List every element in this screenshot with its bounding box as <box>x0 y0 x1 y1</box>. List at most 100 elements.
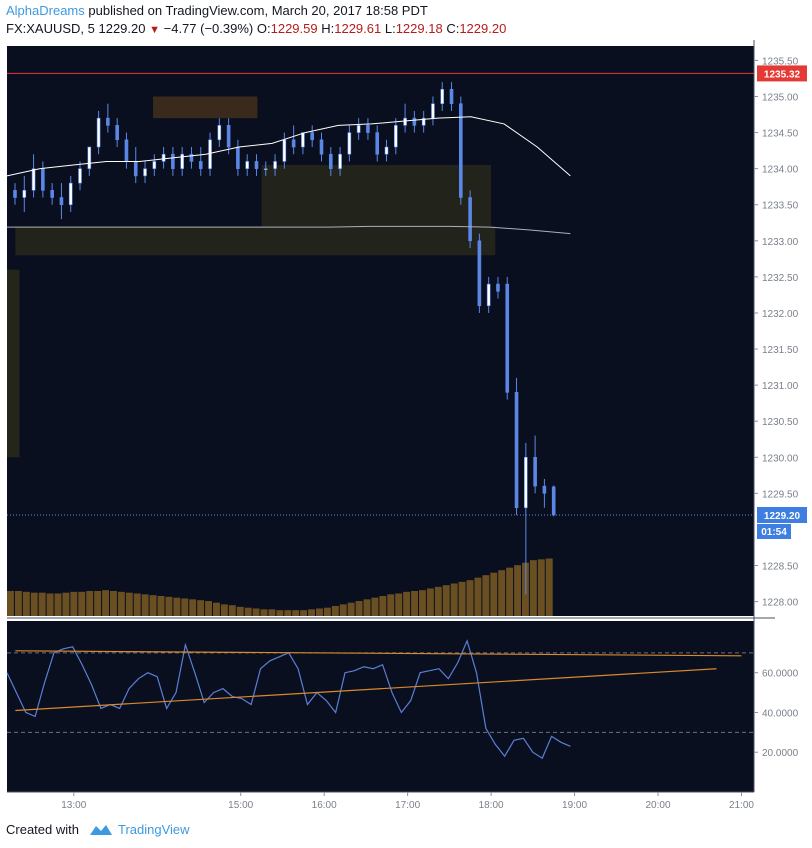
candle-body <box>106 117 110 126</box>
price-tick-label: 1234.00 <box>762 165 799 176</box>
candle-body <box>263 168 268 170</box>
volume-bar <box>14 591 22 616</box>
time-tick-label: 17:00 <box>395 800 420 811</box>
high-value: 1229.61 <box>334 21 382 36</box>
volume-bar <box>181 598 189 616</box>
volume-bar <box>308 609 315 616</box>
price-axis-bg <box>754 40 775 814</box>
volume-bar <box>157 596 165 616</box>
volume-bar <box>482 575 490 616</box>
ma-slow-line <box>7 225 571 235</box>
candle-body <box>180 153 184 169</box>
candle-body <box>542 485 547 494</box>
volume-bar <box>434 586 442 616</box>
volume-bar <box>490 572 498 616</box>
candle-body <box>133 161 138 177</box>
candle-body <box>459 103 463 198</box>
volume-bar <box>323 607 331 616</box>
volume-bar <box>102 590 109 616</box>
volume-bar <box>355 601 363 616</box>
candle-body <box>319 139 324 155</box>
author-link[interactable]: AlphaDreams <box>6 3 85 18</box>
volume-bar <box>22 591 30 616</box>
candle-body <box>310 132 315 141</box>
demand-zone <box>15 165 496 256</box>
time-tick-label: 16:00 <box>312 800 337 811</box>
down-arrow-icon: ▼ <box>149 24 160 36</box>
ma-fast-line <box>6 116 571 177</box>
price-tick-label: 1232.50 <box>762 273 799 284</box>
volume-bar <box>498 570 506 616</box>
candle-body <box>282 139 287 162</box>
time-tick-label: 21:00 <box>729 800 754 811</box>
candle-body <box>96 117 101 148</box>
price-tick-label: 1228.00 <box>762 598 799 609</box>
supply-zone <box>153 96 258 119</box>
volume-bar <box>109 591 117 616</box>
candle-body <box>245 161 249 169</box>
volume-bar <box>133 593 141 616</box>
price-tick-label: 1231.00 <box>762 381 799 392</box>
countdown-label: 01:54 <box>761 527 787 538</box>
candle-body <box>384 146 389 155</box>
last-price-label: 1229.20 <box>764 511 801 522</box>
volume-bar <box>315 608 323 616</box>
candle-body <box>403 117 407 126</box>
volume-bar <box>94 591 102 616</box>
candle-body <box>505 283 510 393</box>
candle-body <box>236 146 240 169</box>
countdown-box <box>757 523 791 539</box>
chart-area[interactable]: 1235.50 1235.00 1234.50 1234.00 1233.50 1233.… <box>0 40 812 815</box>
volume-bar <box>458 581 466 616</box>
candle-body <box>198 161 203 169</box>
price-tick-label: 1233.00 <box>762 237 799 248</box>
price-tick-label: 1230.00 <box>762 453 799 464</box>
price-tick-label: 1235.50 <box>762 56 799 67</box>
high-label: H: <box>321 21 335 36</box>
candle-body <box>496 283 500 292</box>
symbol-label[interactable]: FX:XAUUSD, 5 <box>6 21 95 36</box>
volume-bar <box>537 559 545 616</box>
candle-body <box>421 117 426 126</box>
candle-body <box>152 161 157 169</box>
open-value: 1229.59 <box>270 21 318 36</box>
candle-body <box>273 161 277 169</box>
volume-bar <box>165 596 173 616</box>
left-zone <box>7 269 20 458</box>
candle-body <box>551 486 556 516</box>
candle-body <box>189 153 194 162</box>
candle-body <box>356 125 361 133</box>
volume-bar <box>284 610 292 616</box>
volume-bar <box>442 585 450 616</box>
candle-body <box>301 132 305 148</box>
volume-bar <box>418 590 426 616</box>
volume-bar <box>339 604 347 616</box>
publish-line: AlphaDreams published on TradingView.com… <box>6 3 428 18</box>
volume-bar <box>7 591 14 616</box>
candle-body <box>366 125 370 133</box>
time-tick-label: 19:00 <box>562 800 587 811</box>
tradingview-brand-link[interactable]: TradingView <box>117 822 190 837</box>
low-value: 1229.18 <box>395 21 443 36</box>
volume-bar <box>189 599 197 616</box>
candle-body <box>59 197 64 206</box>
volume-bar <box>292 610 300 616</box>
low-label: L: <box>384 21 396 36</box>
volume-bar <box>268 609 276 616</box>
candle-body <box>254 161 259 169</box>
volume-bar <box>244 607 252 616</box>
volume-bar <box>30 592 38 616</box>
red-line-price-box <box>757 65 807 82</box>
candle-body <box>375 132 380 155</box>
created-with-text: Created with <box>6 822 79 837</box>
volume-bar <box>403 591 411 616</box>
volume-bar <box>387 594 395 616</box>
footer: Created with TradingView <box>6 822 190 837</box>
volume-bar <box>212 602 220 616</box>
close-value: 1229.20 <box>459 21 507 36</box>
open-label: O: <box>256 21 271 36</box>
volume-bar <box>220 604 228 616</box>
volume-bar <box>252 608 260 616</box>
candle-body <box>13 190 17 198</box>
volume-bar <box>236 606 244 616</box>
